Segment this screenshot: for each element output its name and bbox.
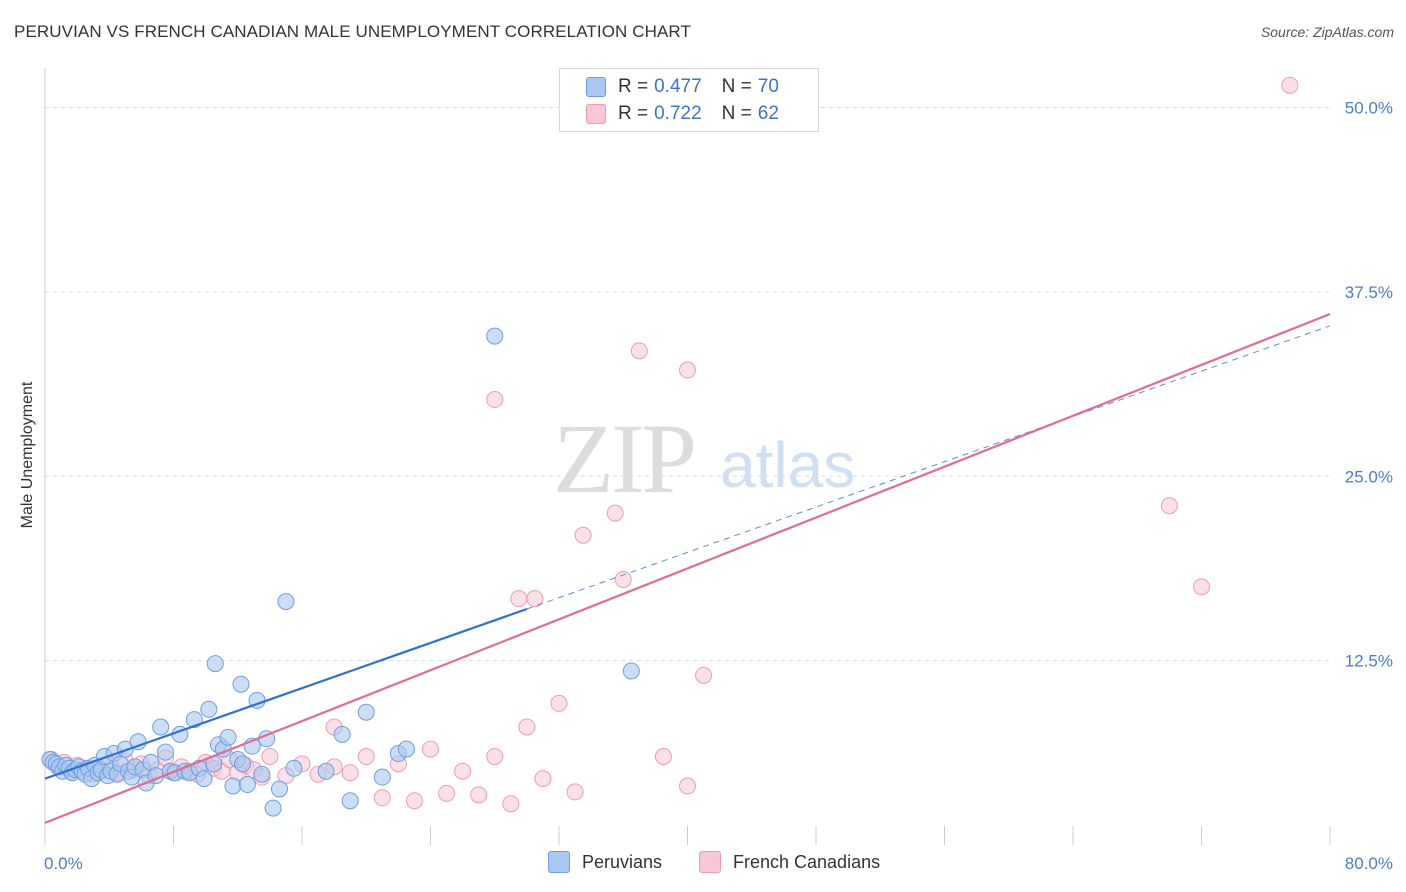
french-canadian-point (510, 590, 528, 608)
french-canadian-point (1193, 578, 1210, 596)
watermark-zip: ZIP (553, 403, 694, 514)
legend-row-peruvians: R = 0.477 N = 70 (586, 75, 779, 99)
french-canadian-point (679, 777, 696, 795)
peruvian-point (397, 740, 415, 758)
french-canadian-point (695, 666, 713, 684)
legend-swatch-french-canadians (699, 851, 721, 873)
peruvian-point (317, 762, 335, 780)
peruvians-trend-extension (526, 325, 1331, 610)
legend-n-value-peruvians: 70 (757, 76, 779, 97)
peruvian-point (195, 770, 213, 788)
peruvian-point (206, 655, 224, 673)
french-canadian-point (470, 786, 488, 804)
legend-swatch-peruvians (548, 851, 570, 873)
peruvian-point (486, 327, 504, 345)
legend-r-label: R = (618, 103, 649, 124)
series-legend: Peruvians French Canadians (0, 851, 1406, 877)
trend-lines (44, 312, 1331, 824)
peruvian-point (333, 725, 351, 743)
watermark-atlas: atlas (720, 429, 855, 501)
chart-title: PERUVIAN VS FRENCH CANADIAN MALE UNEMPLO… (14, 22, 691, 41)
y-tick-label: 37.5% (1345, 283, 1393, 302)
french-canadian-point (438, 784, 456, 802)
legend-label-peruvians: Peruvians (582, 851, 663, 872)
french-canadian-point (679, 361, 696, 379)
peruvian-point (264, 799, 282, 817)
french-canadian-point (654, 748, 672, 765)
peruvian-point (234, 755, 252, 773)
french-canadian-point (261, 748, 279, 765)
x-tick-label: 0.0% (44, 854, 83, 873)
y-tick-label: 12.5% (1345, 652, 1393, 671)
french-canadian-point (422, 740, 439, 758)
peruvian-point (622, 662, 640, 680)
x-tick-label: 80.0% (1345, 854, 1393, 873)
peruvian-point (238, 776, 256, 794)
watermark: ZIP atlas (553, 403, 855, 514)
peruvian-point (341, 792, 359, 810)
french-canadian-point (574, 526, 592, 544)
legend-r-label: R = (618, 76, 649, 97)
french-canadian-point (357, 748, 375, 765)
x-tick-labels: 0.0% 80.0% (44, 854, 1393, 873)
french-canadian-point (518, 718, 536, 736)
peruvian-point (357, 703, 375, 721)
french-canadian-point (630, 342, 648, 360)
y-tick-labels: 12.5% 25.0% 37.5% 50.0% (1345, 99, 1393, 671)
y-tick-label: 25.0% (1345, 467, 1393, 486)
legend-n-label: N = (721, 103, 752, 124)
french-canadian-point (373, 789, 391, 807)
axes (44, 68, 1331, 845)
legend-row-french-canadians: R = 0.722 N = 62 (586, 102, 779, 126)
french-canadian-point (486, 748, 504, 765)
peruvian-point (116, 740, 134, 758)
french-canadian-point (534, 770, 552, 788)
peruvians-trend-line (44, 607, 528, 780)
peruvian-point (232, 675, 250, 693)
legend-item-peruvians[interactable]: Peruvians (548, 851, 662, 873)
french-canadian-point (1160, 497, 1178, 515)
french-canadian-point (341, 764, 359, 782)
french-canadian-point (405, 792, 423, 810)
correlation-legend: R = 0.477 N = 70 R = 0.722 N = 62 (559, 68, 819, 132)
legend-swatch-peruvians (586, 77, 606, 97)
french-canadians-trend-line (44, 312, 1331, 824)
french-canadian-point (502, 795, 520, 813)
french-canadian-point (566, 783, 584, 801)
peruvian-point (156, 743, 174, 761)
legend-item-french-canadians[interactable]: French Canadians (699, 851, 880, 873)
legend-n-label: N = (721, 76, 752, 97)
legend-label-french-canadians: French Canadians (733, 851, 881, 872)
legend-r-value-french-canadians: 0.722 (654, 103, 702, 124)
french-canadian-point (550, 694, 568, 712)
peruvian-point (373, 768, 391, 786)
grid-lines (45, 107, 1330, 662)
legend-swatch-french-canadians (586, 104, 606, 124)
legend-n-value-french-canadians: 62 (757, 103, 779, 124)
french-canadian-point (606, 504, 624, 522)
french-canadian-point (486, 391, 504, 409)
legend-r-value-peruvians: 0.477 (654, 76, 702, 97)
peruvian-point (224, 777, 242, 795)
french-canadian-point (526, 590, 544, 608)
peruvian-point (200, 700, 218, 718)
peruvian-point (253, 765, 271, 783)
peruvian-point (152, 718, 170, 736)
french-canadian-point (454, 762, 472, 780)
peruvian-point (219, 728, 237, 746)
source-label: Source: ZipAtlas.com (1260, 24, 1394, 40)
peruvian-point (277, 593, 295, 611)
y-tick-label: 50.0% (1345, 99, 1393, 118)
peruvian-point (285, 759, 303, 777)
french-canadian-point (614, 571, 632, 588)
french-canadian-point (1281, 76, 1299, 94)
peruvian-point (129, 733, 147, 751)
peruvian-point (271, 780, 289, 798)
peruvians-points (41, 327, 640, 817)
